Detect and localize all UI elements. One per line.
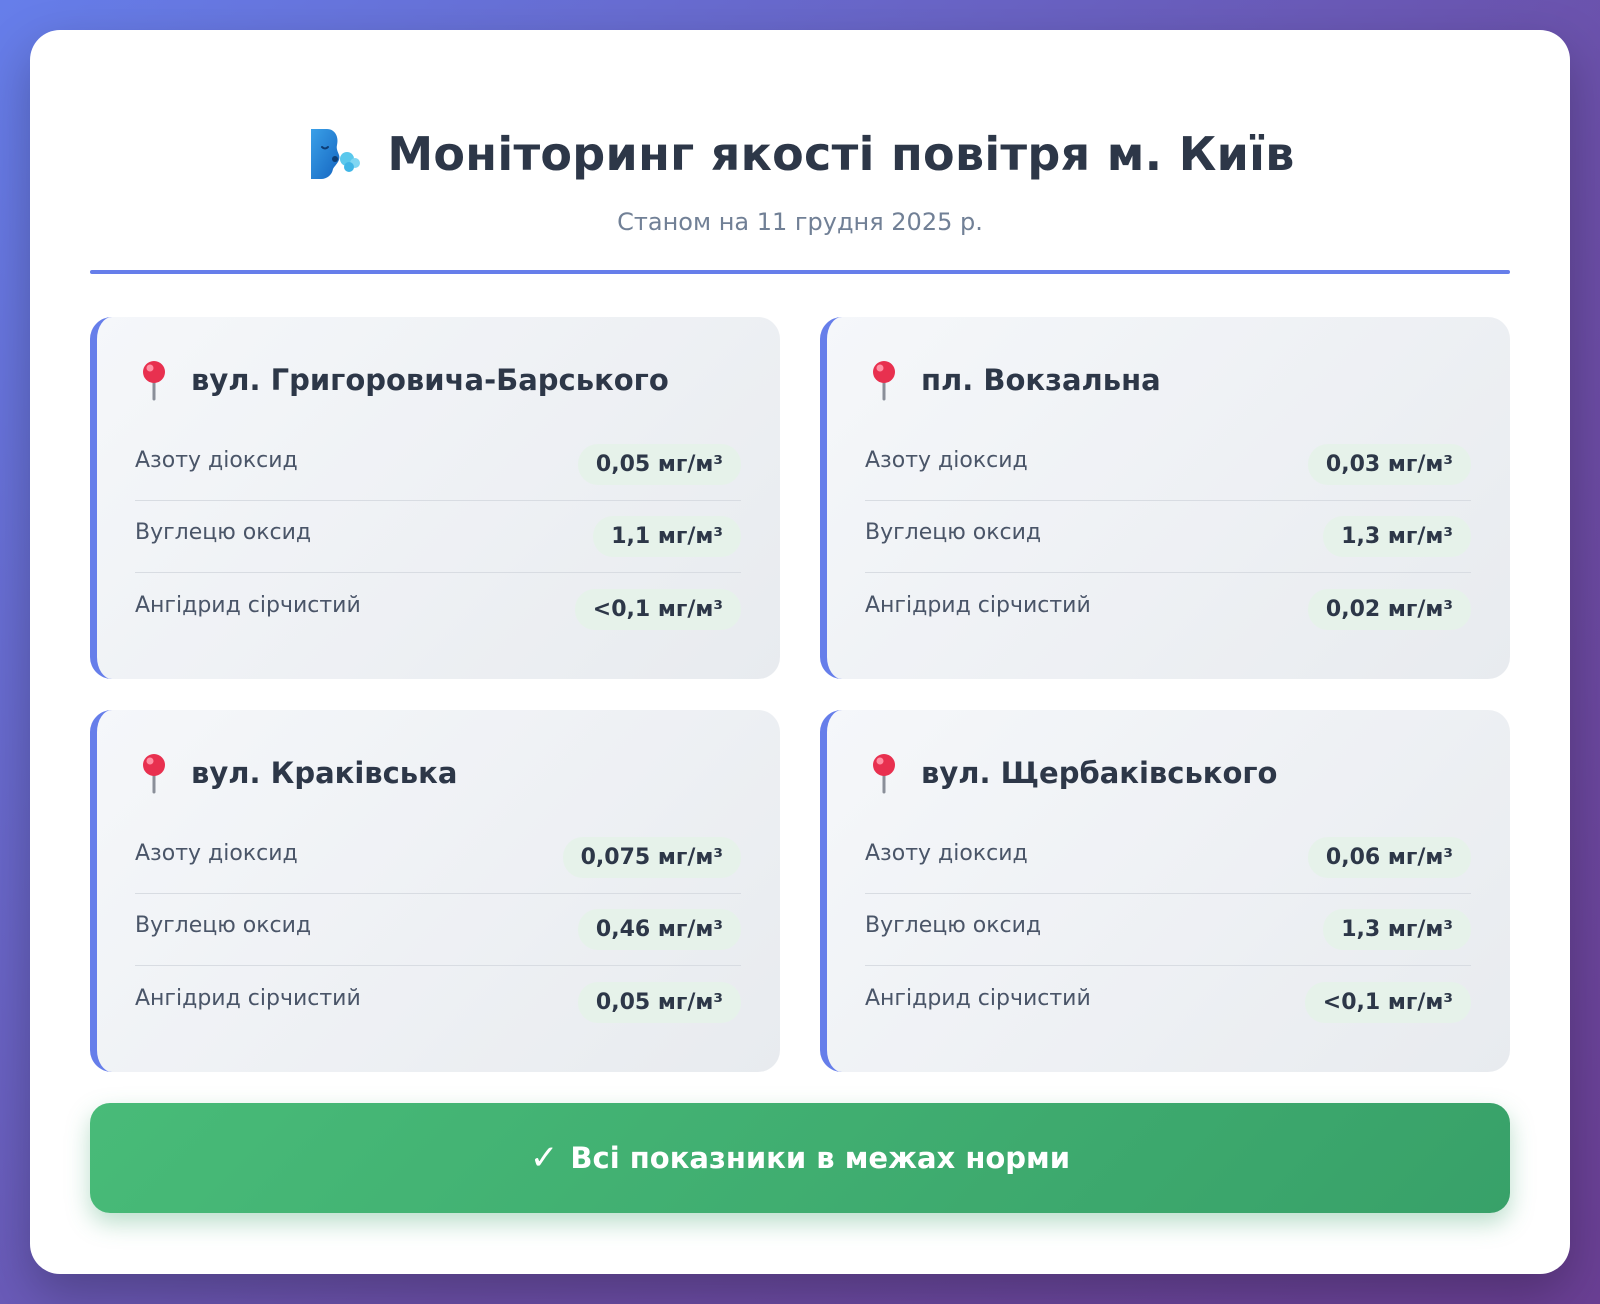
reading-label: Ангідрид сірчистий: [135, 592, 361, 618]
reading-value: 0,075 мг/м³: [562, 837, 741, 878]
reading-row: Ангідрид сірчистий 0,02 мг/м³: [865, 573, 1471, 645]
reading-value: 0,05 мг/м³: [577, 981, 741, 1023]
readings-list: Азоту діоксид 0,03 мг/м³ Вуглецю оксид 1…: [865, 429, 1471, 645]
header: Моніторинг якості повітря м. Київ Станом…: [90, 30, 1510, 275]
location-name: вул. Краківська: [191, 756, 458, 790]
location-name: вул. Щербаківського: [921, 756, 1278, 790]
page-subtitle: Станом на 11 грудня 2025 р.: [617, 208, 983, 236]
reading-label: Вуглецю оксид: [135, 913, 312, 938]
reading-label: Азоту діоксид: [865, 448, 1028, 473]
reading-row: Вуглецю оксид 1,3 мг/м³: [865, 894, 1471, 966]
reading-row: Азоту діоксид 0,06 мг/м³: [865, 822, 1471, 894]
location-name: вул. Григоровича-Барського: [191, 363, 669, 397]
reading-label: Азоту діоксид: [135, 841, 298, 866]
location-name: пл. Вокзальна: [921, 363, 1161, 397]
reading-label: Ангідрид сірчистий: [865, 985, 1091, 1011]
readings-list: Азоту діоксид 0,075 мг/м³ Вуглецю оксид …: [135, 822, 741, 1038]
location-card-header: вул. Григоровича-Барського: [137, 359, 669, 401]
location-card-header: пл. Вокзальна: [867, 359, 1161, 401]
location-card: вул. Краківська Азоту діоксид 0,075 мг/м…: [90, 710, 780, 1072]
reading-row: Азоту діоксид 0,05 мг/м³: [135, 429, 741, 501]
reading-value: 0,03 мг/м³: [1307, 444, 1471, 485]
reading-value: 0,02 мг/м³: [1307, 588, 1471, 630]
check-mark-icon: ✓: [529, 1138, 559, 1178]
round-pushpin-icon: [137, 359, 171, 401]
wind-face-icon: [305, 125, 363, 183]
round-pushpin-icon: [867, 752, 901, 794]
page-title: Моніторинг якості повітря м. Київ: [387, 127, 1295, 181]
reading-row: Вуглецю оксид 1,3 мг/м³: [865, 501, 1471, 573]
reading-row: Азоту діоксид 0,075 мг/м³: [135, 822, 741, 894]
reading-row: Ангідрид сірчистий <0,1 мг/м³: [865, 966, 1471, 1038]
location-card-header: вул. Краківська: [137, 752, 457, 794]
header-divider: [90, 270, 1510, 274]
location-card: пл. Вокзальна Азоту діоксид 0,03 мг/м³ В…: [820, 317, 1510, 679]
reading-label: Азоту діоксид: [865, 841, 1028, 866]
reading-value: 0,06 мг/м³: [1307, 837, 1471, 878]
reading-label: Вуглецю оксид: [865, 913, 1042, 938]
reading-row: Азоту діоксид 0,03 мг/м³: [865, 429, 1471, 501]
location-card: вул. Щербаківського Азоту діоксид 0,06 м…: [820, 710, 1510, 1072]
reading-value: <0,1 мг/м³: [1304, 981, 1471, 1023]
reading-value: 0,46 мг/м³: [577, 909, 741, 950]
reading-value: 0,05 мг/м³: [577, 444, 741, 485]
round-pushpin-icon: [867, 359, 901, 401]
readings-list: Азоту діоксид 0,06 мг/м³ Вуглецю оксид 1…: [865, 822, 1471, 1038]
reading-value: 1,3 мг/м³: [1323, 909, 1471, 950]
reading-label: Азоту діоксид: [135, 448, 298, 473]
reading-row: Вуглецю оксид 1,1 мг/м³: [135, 501, 741, 573]
reading-label: Вуглецю оксид: [865, 520, 1042, 545]
title-row: Моніторинг якості повітря м. Київ: [90, 125, 1510, 183]
reading-row: Ангідрид сірчистий <0,1 мг/м³: [135, 573, 741, 645]
main-panel: Моніторинг якості повітря м. Київ Станом…: [30, 30, 1570, 1274]
round-pushpin-icon: [137, 752, 171, 794]
reading-value: 1,1 мг/м³: [593, 516, 741, 557]
readings-list: Азоту діоксид 0,05 мг/м³ Вуглецю оксид 1…: [135, 429, 741, 645]
reading-label: Ангідрид сірчистий: [865, 592, 1091, 618]
reading-row: Ангідрид сірчистий 0,05 мг/м³: [135, 966, 741, 1038]
status-banner: ✓ Всі показники в межах норми: [90, 1103, 1510, 1213]
status-text: Всі показники в межах норми: [570, 1141, 1071, 1175]
reading-label: Вуглецю оксид: [135, 520, 312, 545]
location-card: вул. Григоровича-Барського Азоту діоксид…: [90, 317, 780, 679]
reading-value: 1,3 мг/м³: [1323, 516, 1471, 557]
reading-label: Ангідрид сірчистий: [135, 985, 361, 1011]
reading-value: <0,1 мг/м³: [574, 588, 741, 630]
reading-row: Вуглецю оксид 0,46 мг/м³: [135, 894, 741, 966]
location-card-header: вул. Щербаківського: [867, 752, 1277, 794]
